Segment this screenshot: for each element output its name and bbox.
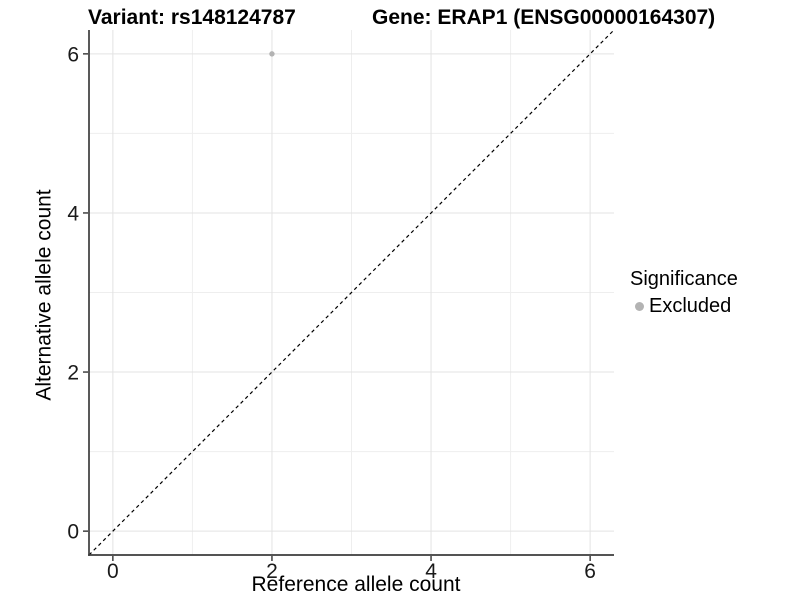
x-tick-label: 6	[584, 560, 596, 583]
legend: Significance Excluded	[630, 267, 738, 318]
y-tick-label: 2	[67, 362, 79, 385]
x-axis-title: Reference allele count	[251, 573, 461, 596]
variant-title: Variant: rs148124787	[88, 6, 296, 29]
y-tick-label: 6	[67, 43, 79, 66]
y-tick-label: 4	[67, 202, 79, 225]
y-tick-label: 0	[67, 521, 79, 544]
data-point	[269, 51, 275, 57]
x-tick-label: 2	[266, 560, 278, 583]
gene-title: Gene: ERAP1 (ENSG00000164307)	[372, 6, 716, 29]
legend-item-excluded: Excluded	[630, 294, 738, 318]
legend-title: Significance	[630, 268, 738, 290]
x-tick-label: 4	[425, 560, 437, 583]
legend-item-label: Excluded	[649, 295, 732, 317]
y-axis-title: Alternative allele count	[32, 189, 56, 401]
identity-reference-line	[88, 29, 615, 556]
x-tick-label: 0	[107, 560, 119, 583]
legend-point-swatch-icon	[635, 301, 644, 311]
